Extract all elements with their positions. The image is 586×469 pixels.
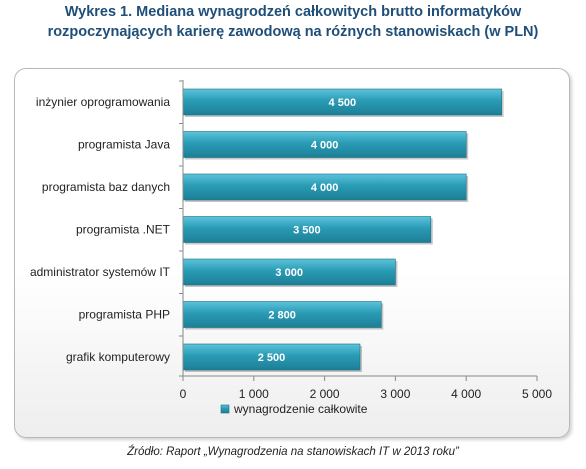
bar-data-label: 2 500 — [258, 352, 286, 364]
category-label: inżynier oprogramowania — [36, 95, 170, 109]
category-label: programista PHP — [79, 308, 170, 322]
x-tick-label: 3 000 — [380, 387, 410, 401]
category-label: programista Java — [78, 138, 170, 152]
bar — [182, 258, 396, 286]
source-note: Źródło: Raport „Wynagrodzenia na stanowi… — [127, 446, 459, 458]
category-label: grafik komputerowy — [66, 350, 170, 364]
bar-data-label: 3 500 — [293, 225, 321, 237]
bar-data-label: 2 800 — [268, 310, 296, 322]
bar-data-label: 4 500 — [329, 97, 357, 109]
x-tick-label: 4 000 — [451, 387, 481, 401]
chart-title-line-1: Wykres 1. Mediana wynagrodzeń całkowityc… — [64, 4, 522, 20]
bar-data-label: 4 000 — [311, 182, 339, 194]
category-label: programista .NET — [76, 223, 171, 237]
x-tick-label: 5 000 — [522, 387, 552, 401]
legend-swatch — [220, 404, 230, 414]
bar-data-label: 3 000 — [275, 267, 303, 279]
bar — [182, 343, 361, 371]
x-tick-label: 0 — [180, 387, 187, 401]
x-tick-label: 1 000 — [239, 387, 269, 401]
x-tick-label: 2 000 — [310, 387, 340, 401]
chart-title-line-2: rozpoczynających karierę zawodową na róż… — [47, 24, 539, 40]
bar-data-label: 4 000 — [311, 140, 339, 152]
bar — [182, 131, 467, 158]
category-label: administrator systemów IT — [30, 265, 171, 279]
bar — [182, 301, 382, 328]
chart-title: Wykres 1. Mediana wynagrodzeń całkowityc… — [0, 2, 586, 42]
category-label: programista baz danych — [42, 180, 170, 194]
legend-label: wynagrodzenie całkowite — [233, 402, 368, 416]
